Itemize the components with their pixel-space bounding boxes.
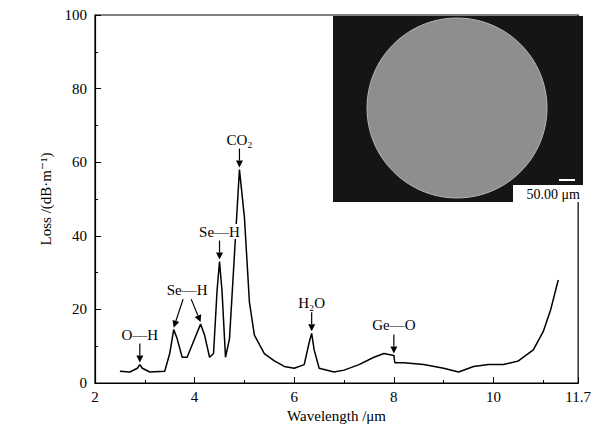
svg-text:Loss /(dB·m⁻¹): Loss /(dB·m⁻¹) bbox=[38, 153, 55, 246]
svg-text:20: 20 bbox=[72, 301, 87, 317]
svg-text:11.7: 11.7 bbox=[565, 389, 591, 405]
svg-text:50.00 μm: 50.00 μm bbox=[527, 187, 581, 202]
svg-text:H₂O: H₂O bbox=[298, 295, 325, 311]
svg-text:CO₂: CO₂ bbox=[226, 132, 252, 148]
svg-text:80: 80 bbox=[72, 81, 87, 97]
svg-text:8: 8 bbox=[390, 389, 398, 405]
svg-text:60: 60 bbox=[72, 154, 87, 170]
svg-text:40: 40 bbox=[72, 228, 87, 244]
svg-text:Ge—O: Ge—O bbox=[372, 317, 415, 333]
svg-text:Se—H: Se—H bbox=[199, 224, 240, 240]
svg-text:2: 2 bbox=[91, 389, 99, 405]
svg-text:0: 0 bbox=[80, 375, 88, 391]
svg-text:6: 6 bbox=[290, 389, 298, 405]
svg-text:4: 4 bbox=[191, 389, 199, 405]
svg-text:Wavelength /μm: Wavelength /μm bbox=[287, 408, 386, 424]
svg-text:10: 10 bbox=[486, 389, 501, 405]
svg-text:100: 100 bbox=[65, 7, 88, 23]
svg-text:O—H: O—H bbox=[121, 327, 158, 343]
svg-text:Se—H: Se—H bbox=[167, 282, 208, 298]
